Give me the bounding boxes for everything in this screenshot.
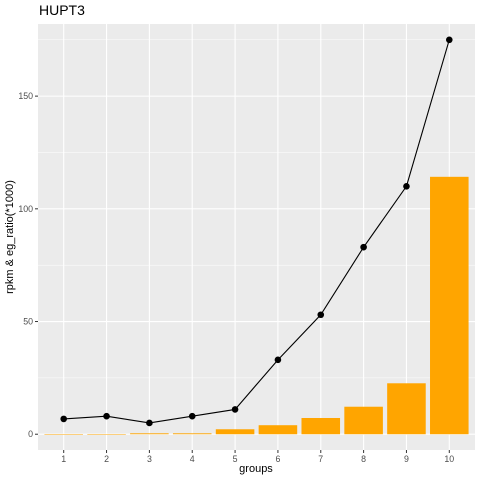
- x-tick-label: 2: [104, 454, 109, 464]
- x-tick-label: 8: [361, 454, 366, 464]
- grid-major: [38, 24, 475, 450]
- data-point: [317, 311, 325, 319]
- bar: [344, 406, 383, 435]
- data-point: [274, 356, 282, 364]
- x-axis: 1 2 3 4 5 6 7 8 9 10: [61, 450, 454, 464]
- data-point: [231, 406, 239, 413]
- x-tick-label: 4: [190, 454, 195, 464]
- bar: [258, 425, 298, 435]
- data-point: [360, 243, 367, 251]
- bar: [215, 429, 255, 435]
- y-axis: 0 50 100 150: [18, 91, 38, 439]
- y-tick-label: 50: [23, 317, 33, 327]
- x-tick-label: 10: [444, 454, 454, 464]
- chart-title: HUPT3: [39, 2, 85, 18]
- bar: [44, 434, 83, 435]
- point-series: [60, 36, 453, 427]
- bar: [130, 433, 169, 435]
- x-tick-label: 1: [61, 454, 66, 464]
- data-point: [403, 182, 410, 190]
- data-point: [103, 412, 110, 420]
- bar: [387, 383, 426, 435]
- bar-series: [44, 176, 469, 435]
- y-tick-label: 0: [28, 429, 33, 439]
- bar: [172, 433, 212, 435]
- bar: [301, 417, 341, 435]
- bar: [430, 176, 469, 435]
- y-tick-label: 150: [18, 91, 33, 101]
- plot-panel: [38, 24, 475, 450]
- x-axis-title: groups: [239, 463, 273, 475]
- grid-minor: [38, 39, 475, 379]
- data-point: [188, 412, 196, 420]
- y-axis-title: rpkm & eg_ratio(*1000): [4, 180, 16, 294]
- bar: [87, 434, 126, 435]
- x-tick-label: 3: [147, 454, 152, 464]
- data-point: [445, 36, 453, 44]
- line-series: [63, 39, 450, 424]
- y-tick-label: 100: [18, 204, 33, 214]
- x-tick-label: 5: [233, 454, 238, 464]
- series-line: [63, 39, 450, 424]
- x-tick-label: 9: [404, 454, 409, 464]
- data-point: [60, 415, 68, 423]
- x-tick-label: 7: [318, 454, 323, 464]
- data-point: [146, 419, 153, 427]
- x-tick-label: 6: [275, 454, 280, 464]
